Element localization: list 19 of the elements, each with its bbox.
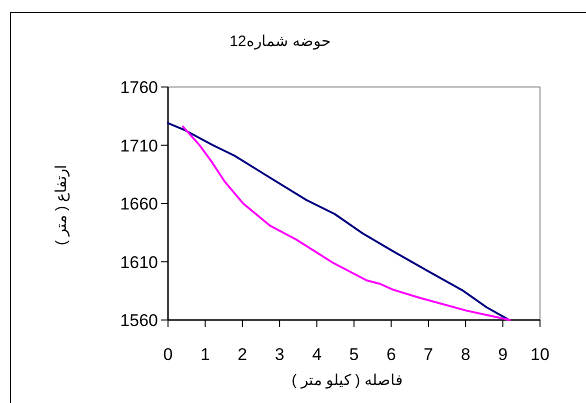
x-tick-label: 0 bbox=[163, 345, 173, 364]
x-tick-label: 4 bbox=[312, 345, 322, 364]
x-tick-label: 1 bbox=[200, 345, 210, 364]
x-tick-label: 8 bbox=[460, 345, 470, 364]
y-tick-label: 1660 bbox=[120, 194, 158, 214]
x-tick-label: 9 bbox=[498, 345, 508, 364]
y-axis-title: ارتفاع ( متر ) bbox=[53, 164, 70, 246]
x-tick-label: 6 bbox=[386, 345, 396, 364]
chart-title: حوضه شماره12 bbox=[230, 33, 330, 50]
x-tick-label: 2 bbox=[238, 345, 248, 364]
y-tick-label: 1760 bbox=[120, 78, 158, 97]
x-axis-title: فاصله ( کیلو متر ) bbox=[292, 372, 402, 389]
y-tick-label: 1560 bbox=[120, 311, 158, 330]
x-tick-label: 3 bbox=[274, 345, 284, 364]
y-tick-label: 1610 bbox=[120, 252, 158, 272]
x-tick-label: 10 bbox=[530, 345, 550, 364]
x-tick-label: 5 bbox=[349, 345, 359, 364]
x-tick-label: 7 bbox=[424, 345, 434, 364]
y-tick-label: 1710 bbox=[120, 136, 158, 156]
